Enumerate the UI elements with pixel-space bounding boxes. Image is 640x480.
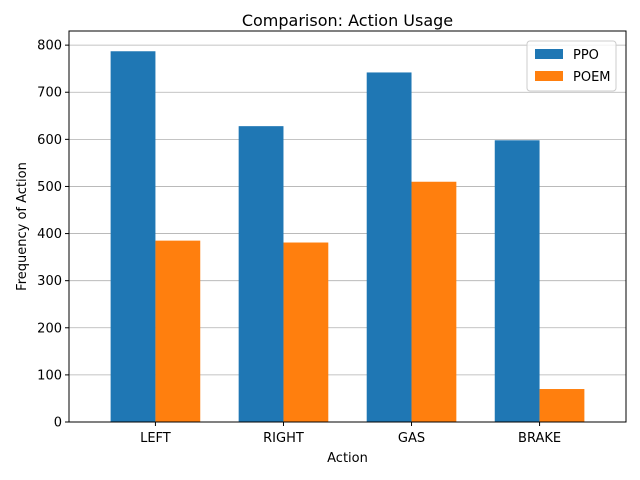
legend-label-ppo: PPO <box>573 48 599 63</box>
legend-swatch-ppo <box>535 49 563 59</box>
y-tick-label: 400 <box>37 227 62 242</box>
y-tick-label: 0 <box>54 416 62 431</box>
legend: PPO POEM <box>526 40 617 92</box>
x-tick-label: BRAKE <box>518 431 561 446</box>
bars <box>110 51 585 423</box>
bar-ppo-gas <box>366 72 412 423</box>
bar-poem-gas <box>411 181 457 422</box>
y-tick-label: 800 <box>37 39 62 54</box>
axis-ticks: 0 100 200 300 400 500 600 700 800 LEFT RIGHT GAS BRA… <box>37 39 561 446</box>
y-tick-label: 500 <box>37 180 62 195</box>
legend-swatch-poem <box>535 71 563 81</box>
y-axis-label: Frequency of Action <box>15 162 30 291</box>
x-tick-label: RIGHT <box>263 431 304 446</box>
y-tick-label: 200 <box>37 321 62 336</box>
y-tick-label: 300 <box>37 274 62 289</box>
bar-ppo-right <box>238 126 284 423</box>
x-tick-label: LEFT <box>140 431 171 446</box>
y-tick-label: 700 <box>37 86 62 101</box>
bar-poem-left <box>155 240 201 422</box>
y-tick-label: 100 <box>37 368 62 383</box>
x-axis-label: Action <box>327 451 368 466</box>
y-tick-label: 600 <box>37 133 62 148</box>
bar-poem-right <box>283 242 329 422</box>
legend-label-poem: POEM <box>573 70 611 85</box>
x-tick-label: GAS <box>398 431 425 446</box>
bar-poem-brake <box>539 389 585 422</box>
bar-ppo-brake <box>494 140 540 422</box>
chart-title: Comparison: Action Usage <box>242 11 453 30</box>
plot-frame <box>68 30 627 423</box>
bar-ppo-left <box>110 51 156 423</box>
